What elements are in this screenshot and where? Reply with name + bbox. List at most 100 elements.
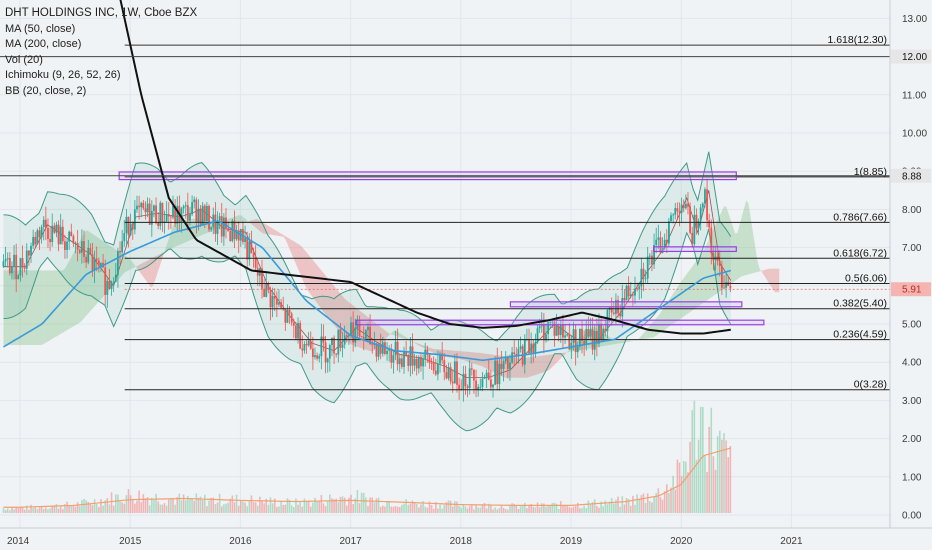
candle-body bbox=[604, 328, 607, 332]
candle-body bbox=[360, 336, 363, 338]
candle-body bbox=[403, 351, 405, 367]
candle-body bbox=[297, 323, 299, 339]
candle-body bbox=[106, 281, 109, 295]
cloud-segment bbox=[336, 288, 339, 331]
volume-bar bbox=[337, 502, 340, 513]
cloud-segment bbox=[750, 217, 753, 274]
candle-body bbox=[123, 233, 126, 242]
candle-body bbox=[295, 325, 297, 339]
candle-body bbox=[254, 256, 257, 269]
candle-body bbox=[642, 268, 645, 279]
volume-bar bbox=[318, 501, 321, 513]
cloud-segment bbox=[309, 256, 313, 297]
volume-bar bbox=[479, 507, 482, 513]
candle-body bbox=[44, 219, 47, 228]
candle-body bbox=[437, 363, 439, 375]
volume-bar bbox=[608, 501, 611, 513]
volume-bar bbox=[496, 509, 499, 513]
cloud-segment bbox=[415, 342, 418, 345]
volume-bar bbox=[146, 497, 149, 513]
candle-body bbox=[93, 258, 96, 271]
indicator-bollinger[interactable]: BB (20, close, 2) bbox=[5, 84, 87, 97]
volume-bar bbox=[583, 505, 585, 513]
volume-bar bbox=[131, 499, 134, 513]
volume-bar bbox=[636, 494, 638, 513]
volume-bar bbox=[377, 497, 380, 513]
volume-bar bbox=[606, 504, 609, 513]
volume-bar bbox=[220, 506, 223, 513]
candle-body bbox=[280, 302, 282, 308]
volume-bar bbox=[242, 501, 244, 513]
candle-body bbox=[428, 354, 431, 363]
candle-body bbox=[600, 323, 602, 341]
candle-body bbox=[557, 326, 560, 336]
candle-body bbox=[610, 307, 613, 313]
volume-bar bbox=[475, 504, 477, 513]
cloud-segment bbox=[420, 344, 423, 348]
candle-body bbox=[441, 353, 444, 361]
volume-bar bbox=[21, 507, 24, 513]
cloud-segment bbox=[131, 260, 134, 269]
cloud-segment bbox=[704, 244, 707, 303]
cloud-segment bbox=[151, 257, 154, 288]
candle-body bbox=[208, 205, 210, 230]
volume-bar bbox=[250, 495, 253, 513]
volume-bar bbox=[528, 504, 530, 513]
candle-body bbox=[19, 258, 22, 276]
candle-body bbox=[572, 329, 575, 343]
cloud-segment bbox=[54, 270, 57, 338]
cloud-segment bbox=[56, 270, 59, 337]
candle-body bbox=[456, 361, 458, 385]
candle-body bbox=[4, 259, 7, 262]
volume-bar bbox=[13, 509, 15, 513]
indicator-ma50[interactable]: MA (50, close) bbox=[5, 22, 76, 35]
candle-body bbox=[248, 241, 251, 260]
volume-bar bbox=[127, 489, 130, 513]
candle-body bbox=[500, 363, 503, 369]
candle-body bbox=[2, 261, 5, 267]
indicator-ma200[interactable]: MA (200, close) bbox=[5, 38, 82, 51]
indicator-volume[interactable]: Vol (20) bbox=[5, 53, 43, 66]
candle-body bbox=[638, 286, 641, 290]
volume-bar bbox=[487, 503, 490, 513]
volume-bar bbox=[104, 500, 106, 513]
candle-body bbox=[269, 290, 272, 308]
candle-body bbox=[278, 302, 280, 305]
candle-body bbox=[589, 329, 592, 337]
volume-bar bbox=[401, 504, 403, 513]
ma50-line bbox=[3, 220, 732, 361]
cloud-segment bbox=[644, 329, 648, 339]
cloud-segment bbox=[757, 259, 760, 272]
cloud-segment bbox=[763, 269, 767, 279]
cloud-segment bbox=[296, 243, 299, 271]
candle-body bbox=[555, 326, 558, 336]
volume-bar bbox=[407, 504, 410, 513]
candle-body bbox=[377, 345, 380, 357]
candle-body bbox=[180, 208, 183, 223]
cloud-segment bbox=[241, 215, 244, 223]
candle-body bbox=[420, 356, 422, 367]
cloud-segment bbox=[391, 330, 394, 336]
cloud-segment bbox=[155, 255, 158, 279]
candle-body bbox=[275, 298, 278, 305]
indicator-ichimoku[interactable]: Ichimoku (9, 26, 52, 26) bbox=[5, 69, 121, 82]
candle-body bbox=[371, 344, 374, 346]
cloud-segment bbox=[680, 279, 683, 320]
cloud-segment bbox=[431, 348, 434, 353]
cloud-segment bbox=[565, 351, 568, 354]
volume-bar bbox=[632, 495, 634, 513]
volume-bar bbox=[623, 504, 626, 513]
volume-bar bbox=[153, 499, 155, 513]
candle-body bbox=[562, 324, 564, 338]
candle-body bbox=[470, 368, 473, 370]
volume-bar bbox=[91, 505, 94, 513]
volume-bar bbox=[225, 503, 227, 513]
price-tick-label: 1.00 bbox=[902, 472, 922, 483]
cloud-segment bbox=[23, 270, 26, 346]
candle-body bbox=[534, 342, 537, 353]
volume-bar bbox=[123, 503, 126, 513]
candle-body bbox=[415, 358, 418, 369]
cloud-segment bbox=[122, 254, 125, 275]
volume-bar bbox=[702, 406, 704, 513]
